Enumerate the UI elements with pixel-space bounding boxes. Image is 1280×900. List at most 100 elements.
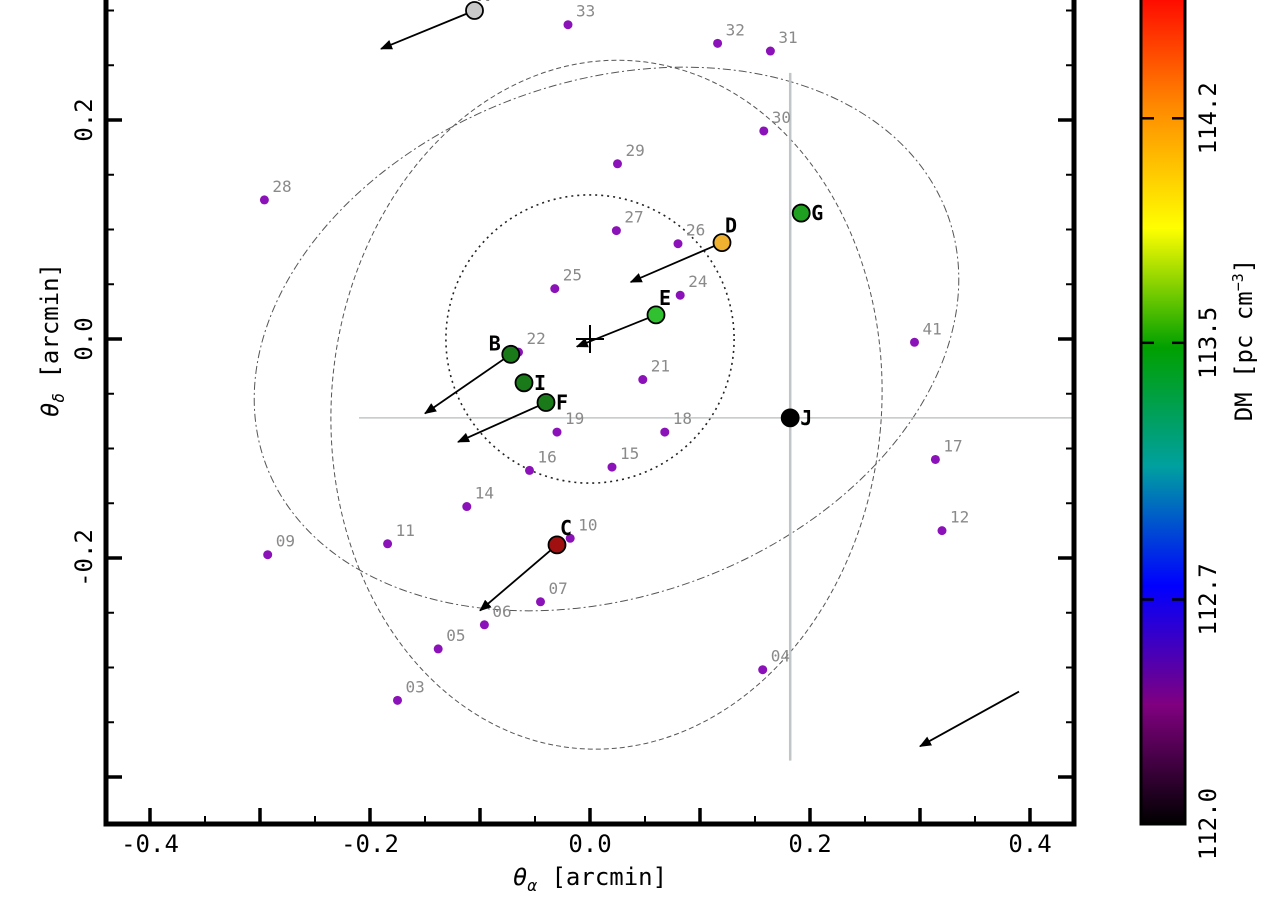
colorbar-gradient <box>1139 0 1187 826</box>
numbered-point <box>660 427 670 437</box>
labeled-point <box>791 203 811 223</box>
numbered-point <box>552 427 562 437</box>
labeled-point-label: J <box>800 406 812 430</box>
numbered-point-label: 10 <box>578 515 597 534</box>
motion-arrow <box>457 401 547 443</box>
numbered-point <box>536 597 545 607</box>
y-axis-title: θδ [arcmin] <box>36 263 68 417</box>
labeled-point <box>501 344 521 364</box>
labeled-point <box>536 393 556 412</box>
colorbar: 112.0 112.7 113.5 114.2 DM [pc cm−3] <box>1139 0 1258 860</box>
numbered-point <box>383 539 393 549</box>
y-tick-label: -0.2 <box>70 529 98 587</box>
numbered-point <box>910 337 919 347</box>
y-axis-ticks: -0.2 0.0 0.2 <box>70 9 1074 779</box>
numbered-point <box>638 375 648 385</box>
labeled-point-label: I <box>534 371 546 395</box>
labeled-point <box>712 233 732 253</box>
dotted-circle <box>445 194 735 484</box>
numbered-point-label: 07 <box>549 579 568 598</box>
numbered-point <box>613 159 622 169</box>
x-axis-title: θα [arcmin] <box>513 863 667 895</box>
labeled-point-label: C <box>560 516 572 540</box>
numbered-point <box>675 290 685 300</box>
x-axis-ticks: -0.4 -0.2 0.0 0.2 0.4 <box>121 808 1052 858</box>
colorbar-tick-label: 114.2 <box>1194 82 1222 154</box>
numbered-point-label: 30 <box>772 108 791 127</box>
plot-frame <box>103 0 1077 827</box>
numbered-point-label: 06 <box>492 602 511 621</box>
numbered-point-label: 11 <box>396 521 415 540</box>
numbered-point-label: 21 <box>651 357 670 376</box>
motion-arrow <box>380 9 475 50</box>
motion-arrow <box>424 353 512 415</box>
motion-arrow <box>629 241 723 283</box>
numbered-point <box>462 502 472 512</box>
y-tick-label: 0.2 <box>70 98 98 141</box>
numbered-point <box>259 195 269 205</box>
crosshair-layer <box>359 72 1074 761</box>
error-ellipse <box>330 59 883 750</box>
numbered-point-label: 29 <box>626 141 645 160</box>
labeled-point <box>514 373 534 393</box>
labeled-point-label: E <box>659 286 671 310</box>
labeled-point <box>547 535 567 555</box>
numbered-point <box>525 465 534 475</box>
numbered-point <box>563 20 573 30</box>
numbered-point-label: 14 <box>475 484 494 503</box>
motion-arrow <box>575 314 657 348</box>
ellipses-layer <box>253 59 960 750</box>
plot-area: 03 04 05 06 07 09 10 11 12 14 15 16 17 18 19 21 22 24 25 26… <box>253 0 1074 761</box>
numbered-point-label: 28 <box>272 177 291 196</box>
numbered-point <box>673 239 683 249</box>
labeled-point <box>646 305 666 325</box>
numbered-point <box>607 462 617 472</box>
numbered-point-label: 17 <box>943 436 962 455</box>
arrows-layer <box>380 9 1020 748</box>
x-tick-label: -0.4 <box>121 830 179 858</box>
numbered-point-label: 31 <box>778 28 797 47</box>
motion-arrow <box>919 690 1020 748</box>
y-tick-label: 0.0 <box>70 317 98 360</box>
numbered-point-label: 41 <box>923 319 942 338</box>
numbered-point-label: 26 <box>686 221 705 240</box>
labeled-point <box>465 1 484 20</box>
numbered-point <box>479 620 489 630</box>
numbered-point-label: 22 <box>527 329 546 348</box>
numbered-point <box>550 284 560 294</box>
numbered-point-label: 25 <box>563 266 582 285</box>
x-tick-label: 0.0 <box>568 830 611 858</box>
numbered-point-label: 04 <box>771 647 790 666</box>
numbered-point <box>759 126 769 136</box>
axes: -0.4 -0.2 0.0 0.2 0.4 -0.2 0.0 0.2 θα [arcmin]… <box>36 0 1077 895</box>
numbered-point <box>263 550 273 560</box>
colorbar-ticks: 112.0 112.7 113.5 114.2 <box>1141 82 1222 860</box>
numbered-point-label: 03 <box>406 677 425 696</box>
numbered-point-label: 27 <box>624 208 643 227</box>
colorbar-title: DM [pc cm−3] <box>1229 259 1258 422</box>
numbered-point <box>765 46 775 56</box>
labeled-point-label: G <box>811 201 823 225</box>
numbered-point <box>433 644 443 654</box>
numbered-point-label: 16 <box>538 447 557 466</box>
center-marker <box>576 325 604 353</box>
numbered-point-label: 24 <box>688 272 707 291</box>
numbered-point-label: 32 <box>726 20 745 39</box>
numbered-point <box>565 533 575 543</box>
numbered-point-label: 12 <box>950 508 969 527</box>
labeled-points-layer: A B C D E F G I J <box>465 0 823 555</box>
numbered-point-label: 33 <box>576 2 595 21</box>
numbered-points-layer: 03 04 05 06 07 09 10 11 12 14 15 16 17 18 19 21 22 24 25 26… <box>259 2 969 705</box>
numbered-point-label: 19 <box>565 409 584 428</box>
numbered-point-label: 09 <box>276 532 295 551</box>
labeled-point <box>780 408 800 428</box>
motion-arrow <box>479 544 558 612</box>
labeled-point-label: D <box>725 214 737 238</box>
colorbar-tick-label: 113.5 <box>1194 307 1222 379</box>
numbered-point <box>758 665 768 675</box>
numbered-point <box>937 526 947 536</box>
numbered-point-label: 15 <box>620 444 639 463</box>
numbered-point <box>611 226 621 236</box>
numbered-point-label: 05 <box>446 626 465 645</box>
